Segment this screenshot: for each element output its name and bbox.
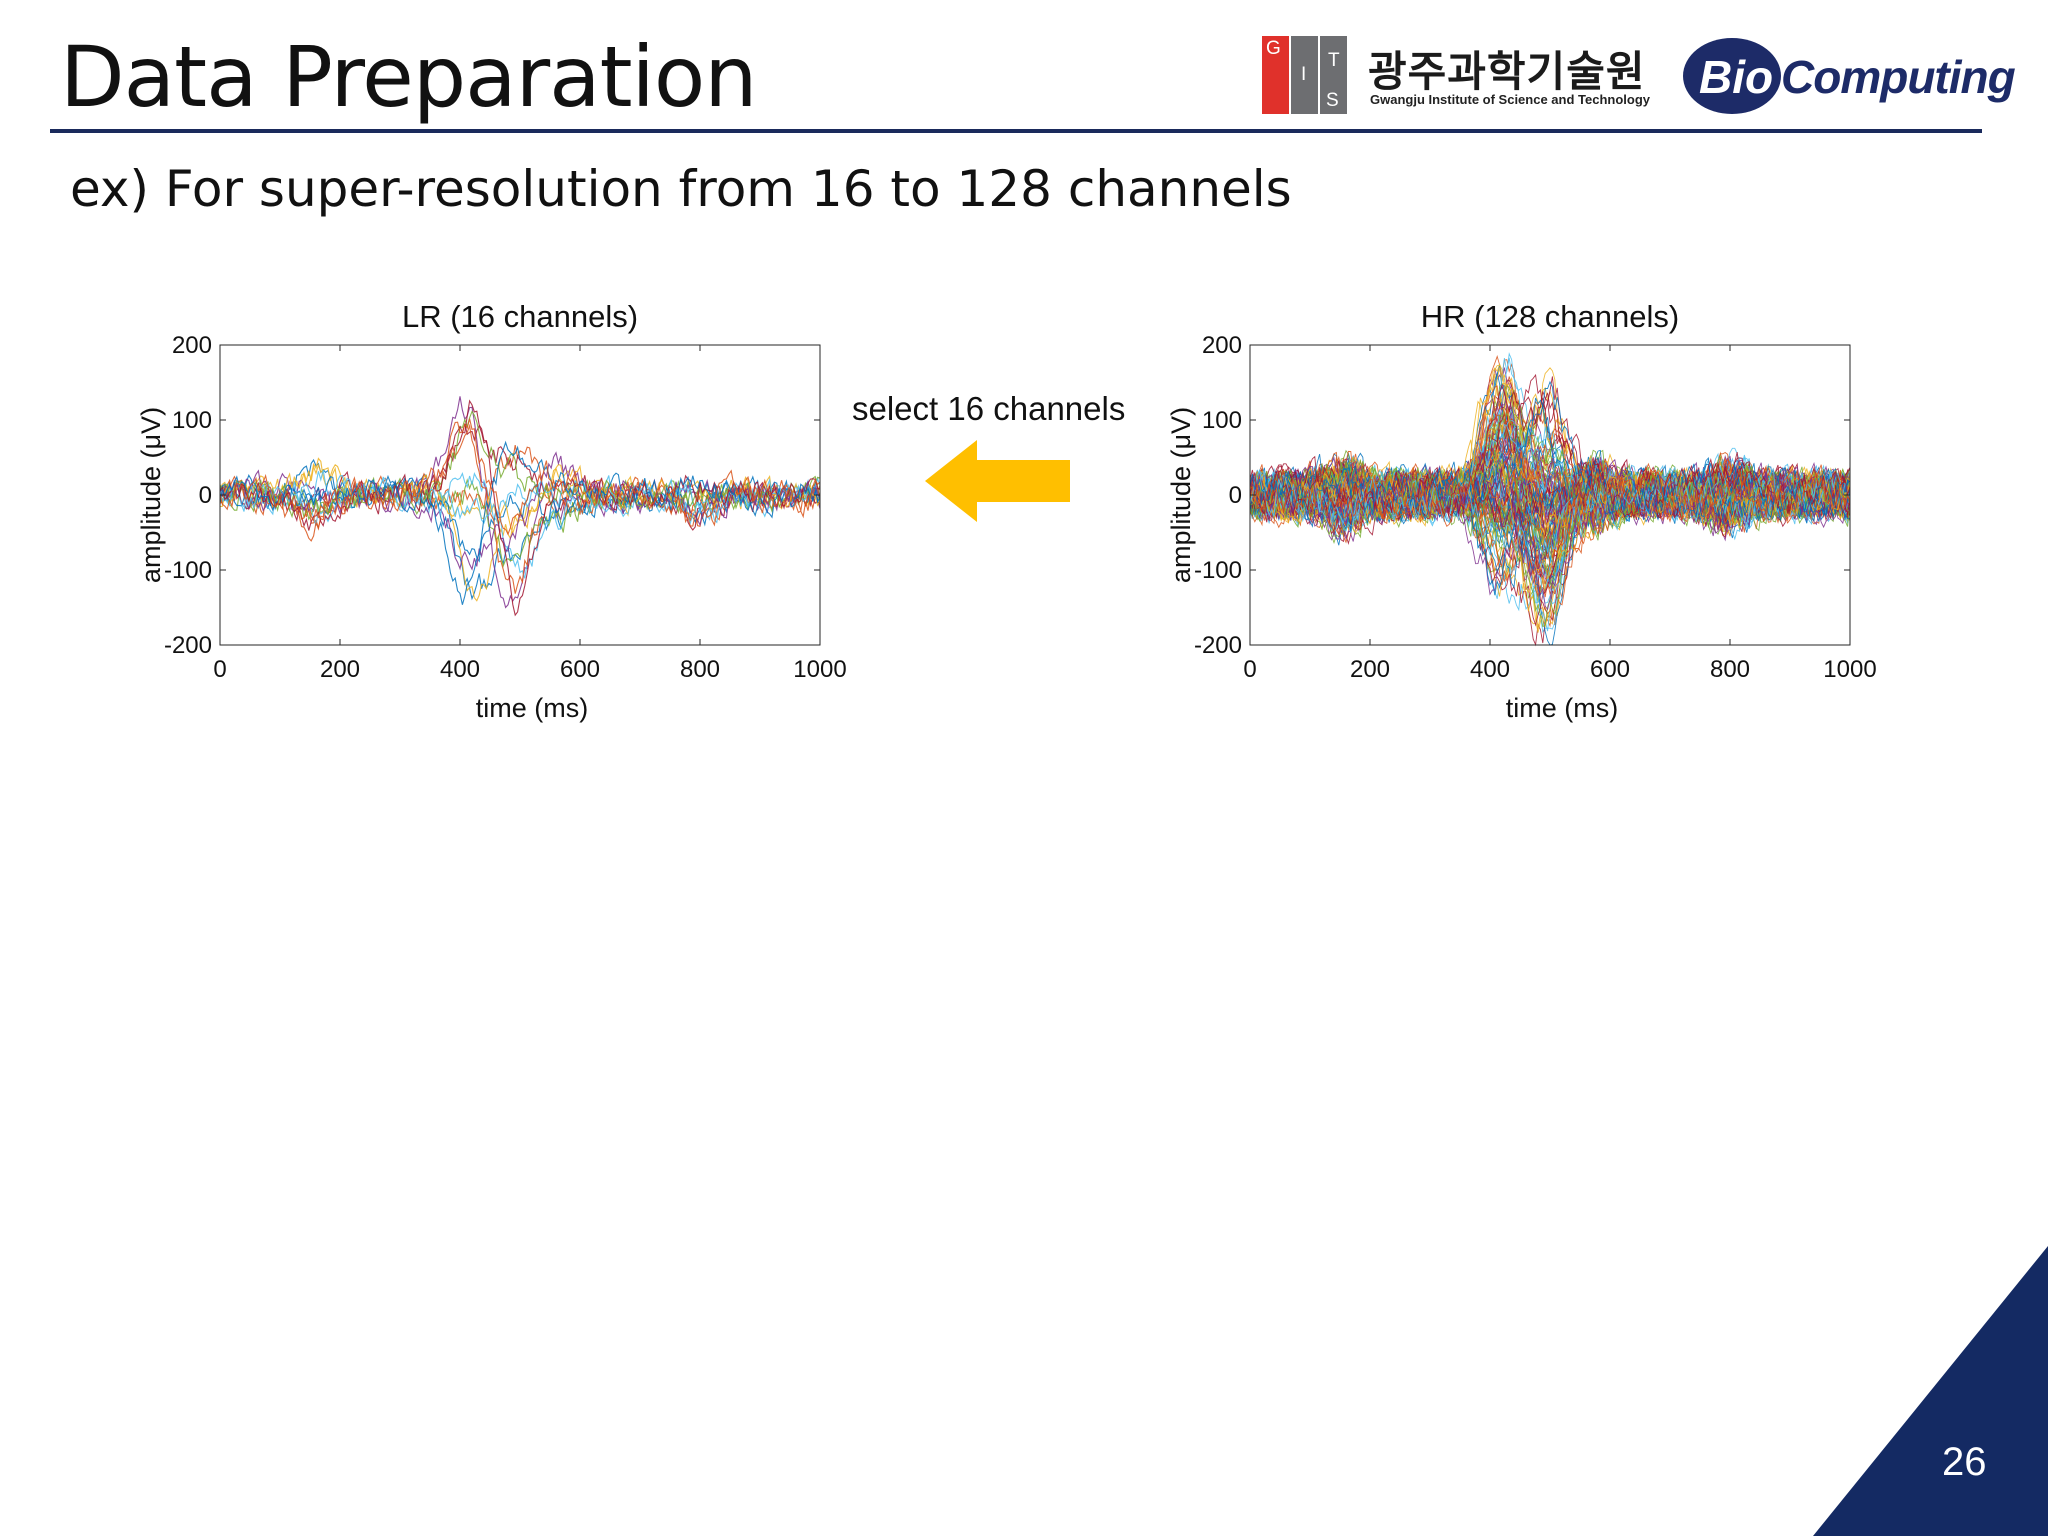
slide-title: Data Preparation <box>60 28 758 126</box>
series-line <box>219 469 821 525</box>
y-tick-label: -100 <box>164 557 212 584</box>
x-tick-label: 1000 <box>793 656 846 683</box>
gist-korean-name: 광주과학기술원 <box>1368 47 1646 96</box>
y-tick-label: -200 <box>164 632 212 659</box>
x-axis-label: time (ms) <box>1506 693 1618 723</box>
series-line <box>219 457 821 602</box>
bio-logo-suffix: Computing <box>1781 51 2016 103</box>
arrow-label: select 16 channels <box>852 390 1126 427</box>
series-line <box>1249 380 1851 528</box>
slide-subtitle: ex) For super-resolution from 16 to 128 … <box>70 160 1292 218</box>
bio-logo-circle <box>1683 38 1781 114</box>
series-line <box>219 440 821 605</box>
y-tick-label: -100 <box>1194 557 1242 584</box>
x-axis-label: time (ms) <box>476 693 588 723</box>
series-line <box>219 418 821 536</box>
series-line <box>1249 412 1851 531</box>
chart-title: LR (16 channels) <box>402 299 638 334</box>
series-line <box>1249 383 1851 519</box>
series-line <box>219 463 821 536</box>
y-tick-label: -200 <box>1194 632 1242 659</box>
corner-triangle <box>1813 1246 2048 1536</box>
y-tick-label: 0 <box>1229 482 1242 509</box>
gist-cell-t: T <box>1328 50 1340 71</box>
x-tick-label: 1000 <box>1823 656 1876 683</box>
x-tick-label: 800 <box>1710 656 1750 683</box>
y-tick-label: 200 <box>1202 332 1242 359</box>
bio-logo-prefix: Bio <box>1699 51 1774 103</box>
x-tick-label: 800 <box>680 656 720 683</box>
x-tick-label: 400 <box>1470 656 1510 683</box>
gist-english-name: Gwangju Institute of Science and Technol… <box>1370 92 1651 107</box>
series-line <box>219 399 821 617</box>
hr-chart: HR (128 channels)0 200 400 600 800 1000200100… <box>1166 299 1877 723</box>
x-tick-label: 400 <box>440 656 480 683</box>
biocomputing-logo: Bio Computing <box>1683 36 2016 116</box>
y-axis-label: amplitude (μV) <box>1166 407 1196 583</box>
title-underline <box>50 129 1982 133</box>
x-tick-label: 600 <box>1590 656 1630 683</box>
x-tick-label: 600 <box>560 656 600 683</box>
x-tick-label: 0 <box>1243 656 1256 683</box>
y-axis-label: amplitude (μV) <box>136 407 166 583</box>
lr-chart: LR (16 channels)0 200 400 600 800 10002001000… <box>136 299 847 723</box>
page-number: 26 <box>1942 1440 1987 1484</box>
y-tick-label: 100 <box>1202 407 1242 434</box>
series-line <box>1249 460 1851 559</box>
series-line <box>1249 467 1851 554</box>
series-group <box>1249 352 1851 647</box>
left-arrow-icon <box>925 440 1070 522</box>
y-tick-label: 0 <box>199 482 212 509</box>
gist-logo: G I S T <box>1262 36 1347 116</box>
x-tick-label: 0 <box>213 656 226 683</box>
series-line <box>1249 405 1851 532</box>
gist-cell-s: S <box>1320 36 1347 114</box>
x-tick-label: 200 <box>320 656 360 683</box>
series-group <box>219 396 821 617</box>
gist-cell-i: I <box>1291 36 1318 114</box>
gist-cell-g: G <box>1262 36 1289 114</box>
y-tick-label: 100 <box>172 407 212 434</box>
arrow-shape <box>925 440 1070 522</box>
x-tick-label: 200 <box>1350 656 1390 683</box>
chart-title: HR (128 channels) <box>1421 299 1679 334</box>
series-line <box>1249 364 1851 552</box>
y-tick-label: 200 <box>172 332 212 359</box>
